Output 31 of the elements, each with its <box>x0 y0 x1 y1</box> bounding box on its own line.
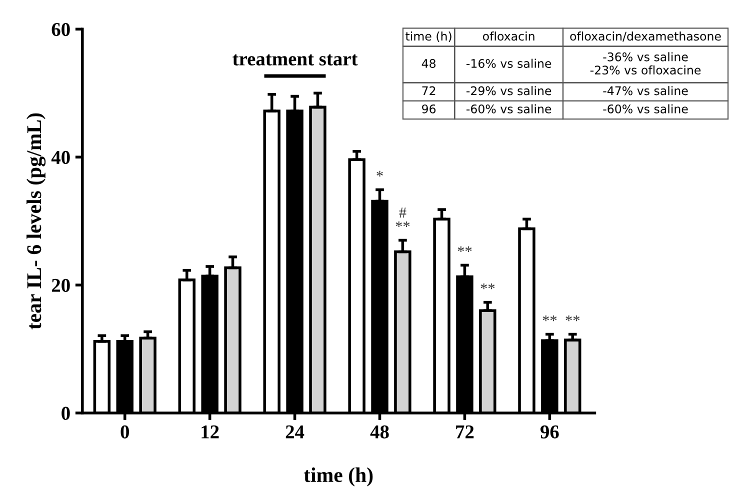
x-tick-label: 72 <box>456 425 474 438</box>
x-tick-label: 12 <box>202 425 219 438</box>
data-label: # ** <box>396 208 410 228</box>
x-tick-label: 48 <box>370 425 389 438</box>
annotation: 96 <box>422 104 436 114</box>
text: -60% vs saline <box>603 104 688 114</box>
annotation: ofloxacin/dexamethasone <box>570 32 721 42</box>
x-tick-label: 24 <box>286 425 304 438</box>
data-label: ** <box>480 283 495 290</box>
data-label: ** <box>566 315 580 322</box>
data-label: ** <box>458 246 472 252</box>
y-tick-label: 60 <box>52 22 70 36</box>
x-tick-label: 96 <box>540 425 559 438</box>
annotation: -29% vs saline <box>466 86 552 96</box>
y-axis-title: tear IL- 6 levels (pg/mL) <box>26 113 46 330</box>
annotation: -16% vs saline <box>466 58 552 68</box>
annotation: ofloxacin <box>482 32 534 41</box>
data-label: * <box>376 170 383 177</box>
annotation: time (h) <box>406 32 452 42</box>
y-tick-label: 40 <box>51 150 70 164</box>
annotation: -36% vs saline -23% vs ofloxacine <box>590 52 701 75</box>
y-tick-label: 20 <box>52 278 70 292</box>
x-tick-label: 0 <box>120 425 129 438</box>
annotation: treatment start <box>232 54 358 66</box>
data-label: ** <box>542 315 557 322</box>
y-tick-label: 0 <box>62 406 70 420</box>
text: -47% vs saline <box>603 86 688 96</box>
annotation: 72 <box>422 86 436 96</box>
annotation: 48 <box>422 59 436 68</box>
annotation: -60% vs saline <box>466 104 552 114</box>
x-axis-title: time (h) <box>304 467 373 486</box>
